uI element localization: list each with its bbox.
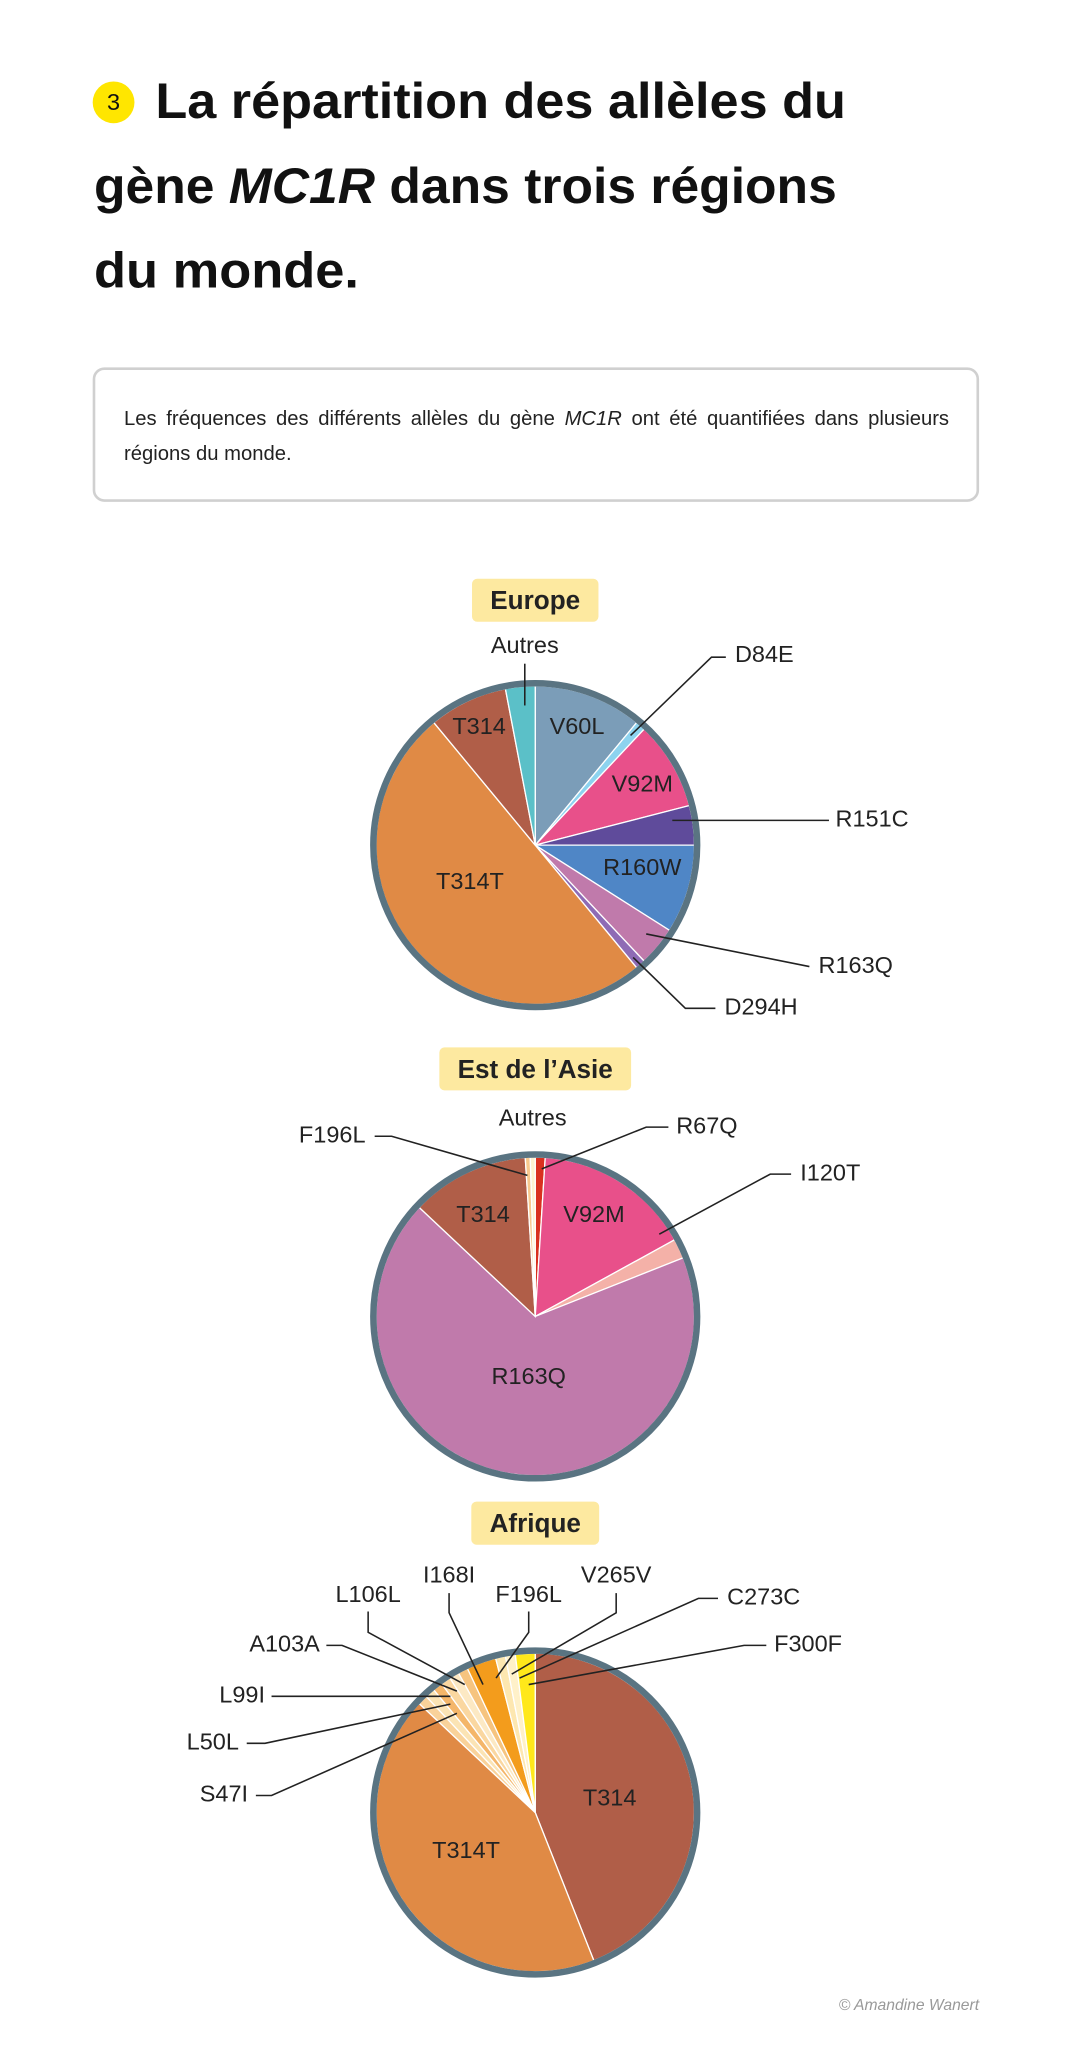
leader-line [528,1644,767,1686]
slice-label: I168I [423,1561,475,1587]
slice-label: Autres [499,1105,567,1131]
chart-title-bg [472,578,599,622]
slice-label: T314 [583,1785,637,1811]
title-part: dans trois régions [375,158,837,214]
slice-label: D84E [735,641,794,667]
slice-label: F300F [774,1631,842,1657]
title-part: gène [94,158,229,214]
leader-line [519,1597,718,1679]
slice-label: S47I [200,1781,248,1807]
leader-line [541,1126,669,1170]
slice-label: T314 [452,713,506,739]
title-part: du monde. [94,243,359,299]
slice-label: I120T [800,1159,860,1185]
step-number: 3 [107,89,120,115]
step-badge [92,81,135,124]
chart-title: Est de l’Asie [458,1054,613,1084]
chart-title: Europe [490,585,580,615]
leader-line [658,1173,792,1235]
leader-line [326,1644,458,1692]
intro-part: ont été quantifiées dans plusieurs régio… [124,407,950,466]
slice-label: V265V [581,1561,652,1587]
slice-label: R163Q [491,1363,565,1389]
intro-gene: MC1R [564,407,622,431]
intro-holder: Les fréquences des différents allèles du… [124,401,949,471]
pie-rim [370,1647,701,1978]
slice-label: Autres [491,632,559,658]
intro-box [92,367,980,502]
leader-line [646,933,810,968]
slice-label: L106L [335,1581,400,1607]
leader-line [374,1135,528,1177]
leader-line [629,656,726,737]
slice-label: L50L [187,1729,239,1755]
leader-line [632,956,716,1010]
pie-rim [370,1151,701,1482]
slice-label: T314T [436,868,504,894]
leader-line [495,1611,530,1679]
slice-label: F196L [299,1121,366,1147]
slice-label: R160W [603,854,682,880]
slice-label: T314 [456,1201,510,1227]
chart-title-bg [471,1501,600,1545]
leader-line [511,1593,617,1675]
slice-label: R151C [835,806,908,832]
slice-label: R163Q [819,952,893,978]
intro-part: Les fréquences des différents allèles du… [124,407,565,431]
title-line: du monde. [94,243,359,299]
leader-line [246,1703,451,1745]
slice-label: V92M [563,1201,624,1227]
slice-label: V60L [550,713,605,739]
slice-label: L99I [219,1682,265,1708]
slice-label: A103A [249,1631,320,1657]
title-line: La répartition des allèles du [155,73,846,129]
title-part: La répartition des allèles du [155,73,846,129]
chart-title: Afrique [490,1508,581,1538]
slice-label: V92M [612,770,673,796]
slice-label: C273C [727,1584,800,1610]
title-part: MC1R [229,158,375,214]
slice-label: D294H [725,994,798,1020]
slice-label: F196L [495,1581,562,1607]
credit: © Amandine Wanert [839,1997,980,2014]
intro-text: Les fréquences des différents allèles du… [124,401,949,471]
pie-rim [370,680,701,1011]
leader-line [448,1593,484,1685]
chart-title-bg [439,1047,632,1091]
title-line: gène MC1R dans trois régions [94,158,837,214]
leader-line [367,1611,466,1686]
slice-label: R67Q [676,1112,737,1138]
slice-label: T314T [432,1837,500,1863]
leader-line [255,1712,458,1797]
